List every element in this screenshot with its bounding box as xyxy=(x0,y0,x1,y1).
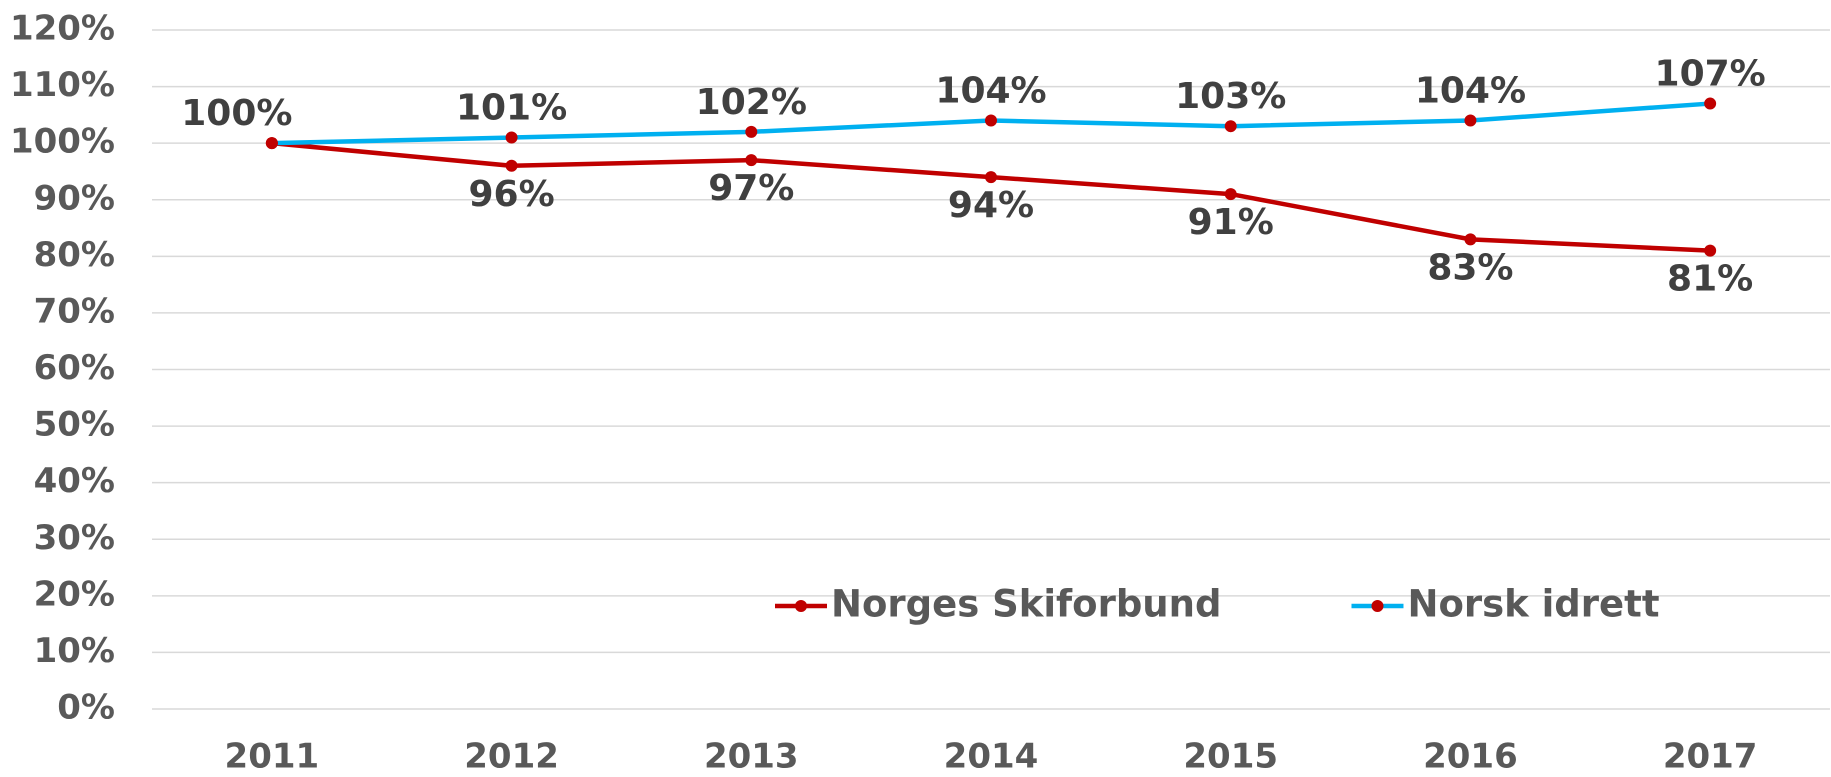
y-tick-label: 40% xyxy=(34,461,115,501)
y-tick-label: 70% xyxy=(34,291,115,331)
data-label: 104% xyxy=(1415,71,1526,112)
y-tick-label: 80% xyxy=(34,235,115,275)
y-tick-label: 100% xyxy=(10,122,115,162)
y-tick-label: 50% xyxy=(34,405,115,445)
y-tick-label: 10% xyxy=(34,631,115,671)
data-label: 100% xyxy=(181,93,292,134)
y-tick-label: 60% xyxy=(34,348,115,388)
data-point xyxy=(1704,97,1717,110)
x-tick-label: 2016 xyxy=(1423,737,1518,777)
x-tick-label: 2011 xyxy=(225,737,320,777)
data-label: 97% xyxy=(708,168,794,209)
data-point xyxy=(745,154,758,167)
data-point xyxy=(1704,244,1717,257)
data-point xyxy=(985,114,997,127)
data-label: 81% xyxy=(1667,259,1753,300)
data-label: 101% xyxy=(456,88,567,129)
data-point xyxy=(1464,233,1477,246)
data-label: 104% xyxy=(935,71,1046,112)
data-point xyxy=(505,131,518,144)
y-tick-label: 30% xyxy=(34,518,115,558)
data-point xyxy=(505,159,518,172)
y-tick-label: 120% xyxy=(10,9,115,49)
data-label: 91% xyxy=(1188,202,1274,243)
x-tick-label: 2014 xyxy=(944,737,1039,777)
legend-marker xyxy=(795,600,807,612)
data-point xyxy=(745,125,758,138)
data-point xyxy=(1224,120,1237,133)
y-tick-label: 0% xyxy=(57,688,115,728)
data-label: 103% xyxy=(1175,76,1286,117)
data-label: 107% xyxy=(1655,54,1766,95)
x-tick-label: 2013 xyxy=(704,737,799,777)
x-tick-label: 2015 xyxy=(1183,737,1278,777)
data-point xyxy=(1464,114,1477,127)
data-point xyxy=(265,137,278,150)
data-point xyxy=(985,171,997,184)
data-label: 102% xyxy=(696,82,807,123)
legend-label: Norsk idrett xyxy=(1407,583,1659,626)
y-tick-label: 90% xyxy=(34,178,115,218)
legend-label: Norges Skiforbund xyxy=(831,583,1221,626)
y-tick-label: 110% xyxy=(10,65,115,105)
legend-marker xyxy=(1371,600,1384,612)
data-point xyxy=(1224,188,1237,201)
x-tick-label: 2012 xyxy=(464,737,559,777)
data-label: 96% xyxy=(468,174,554,215)
x-tick-label: 2017 xyxy=(1663,737,1758,777)
data-label: 83% xyxy=(1427,247,1513,288)
y-tick-label: 20% xyxy=(34,574,115,614)
data-label: 94% xyxy=(948,185,1034,226)
